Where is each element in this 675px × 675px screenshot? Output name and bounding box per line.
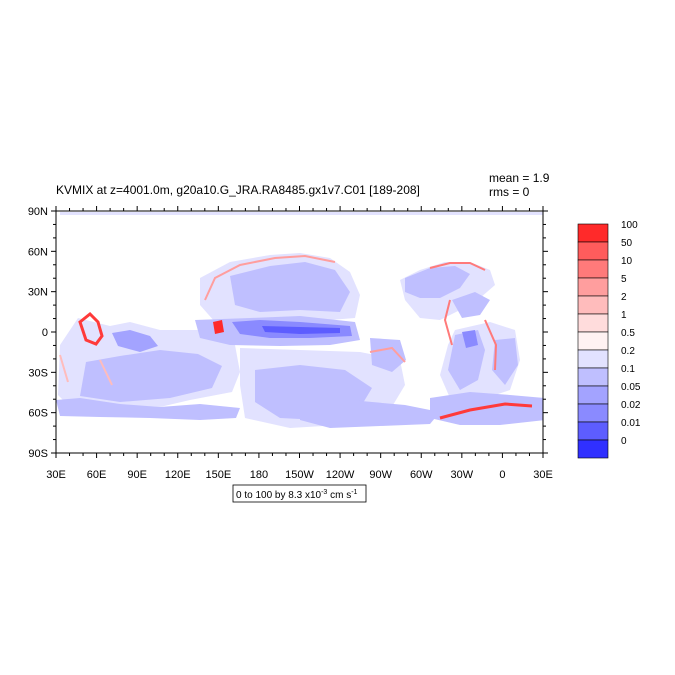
colorbar-swatch bbox=[577, 439, 609, 459]
colorbar-label: 0 bbox=[621, 436, 627, 447]
y-tick-label: 30N bbox=[28, 287, 48, 299]
y-tick-label: 0 bbox=[42, 327, 48, 339]
colorbar-swatch bbox=[577, 277, 609, 297]
field-indian-ocean-core bbox=[112, 330, 158, 352]
x-axis: 30E 60E 90E 120E 150E 180 150W 120W 90W 60W 30W 0 30… bbox=[46, 206, 553, 481]
y-tick-label: 60S bbox=[28, 408, 48, 420]
colorbar-label: 100 bbox=[621, 220, 638, 231]
field-southern-pacific-band bbox=[300, 400, 440, 428]
x-tick-label: 60E bbox=[87, 469, 107, 481]
field-north-atlantic-deep bbox=[405, 266, 470, 298]
field-red-atlantic-rim bbox=[429, 262, 498, 371]
colorbar-label: 5 bbox=[621, 274, 627, 285]
x-tick-label: 60W bbox=[410, 469, 433, 481]
field-indian-ocean-deep bbox=[80, 350, 222, 402]
colorbar-swatch bbox=[577, 295, 609, 315]
contour-info-box: 0 to 100 by 8.3 x10-3 cm s-1 bbox=[232, 484, 367, 503]
colorbar-label: 0.02 bbox=[621, 400, 641, 411]
colorbar-swatch bbox=[577, 367, 609, 387]
field-red-indian-rim bbox=[59, 354, 113, 386]
x-tick-label: 30E bbox=[46, 469, 66, 481]
field-red-south-pacific-rim bbox=[369, 346, 406, 363]
field-red-arabian-sea bbox=[78, 311, 104, 346]
map-field bbox=[56, 212, 543, 428]
colorbar-swatch bbox=[577, 349, 609, 369]
colorbar-swatch bbox=[577, 331, 609, 351]
field-north-pacific-deep bbox=[230, 262, 350, 312]
y-axis: 90N 60N 30N 0 30S 60S 90S bbox=[28, 206, 548, 460]
field-south-pacific-east bbox=[370, 338, 406, 372]
chart-title: KVMIX at z=4001.0m, g20a10.G_JRA.RA8485.… bbox=[56, 183, 420, 197]
colorbar-swatch bbox=[577, 403, 609, 423]
colorbar-label: 10 bbox=[621, 256, 633, 267]
field-north-atlantic-east bbox=[452, 292, 490, 318]
colorbar-swatch bbox=[577, 223, 609, 243]
field-red-west-pacific bbox=[213, 320, 224, 334]
field-red-southern-atlantic bbox=[439, 402, 533, 420]
field-south-atlantic-east bbox=[492, 338, 518, 385]
x-tick-label: 0 bbox=[499, 469, 505, 481]
contour-info-units-exponent: -1 bbox=[351, 489, 357, 496]
colorbar-swatch bbox=[577, 259, 609, 279]
x-tick-label: 90E bbox=[127, 469, 147, 481]
field-arctic-strip bbox=[60, 212, 543, 215]
x-tick-label: 150W bbox=[285, 469, 314, 481]
colorbar-label: 0.5 bbox=[621, 328, 635, 339]
colorbar-swatch bbox=[577, 385, 609, 405]
y-tick-label: 60N bbox=[28, 246, 48, 258]
field-red-north-pacific-rim bbox=[204, 254, 336, 301]
x-tick-label: 120W bbox=[326, 469, 355, 481]
colorbar-label: 0.2 bbox=[621, 346, 635, 357]
contour-info-exponent: -3 bbox=[321, 489, 327, 496]
rms-label: rms = 0 bbox=[489, 185, 530, 199]
x-tick-label: 120E bbox=[165, 469, 191, 481]
x-tick-label: 150E bbox=[205, 469, 231, 481]
field-equatorial-pacific-max bbox=[262, 326, 340, 334]
field-southern-indian bbox=[56, 398, 240, 420]
colorbar-label: 0.05 bbox=[621, 382, 641, 393]
x-tick-label: 180 bbox=[250, 469, 268, 481]
colorbar-label: 0.01 bbox=[621, 418, 641, 429]
contour-info-text: 0 to 100 by 8.3 x10 bbox=[236, 490, 322, 501]
svg-text:0 to 100 by 8.3 x10-3 cm s-1: 0 to 100 by 8.3 x10-3 cm s-1 bbox=[236, 489, 358, 501]
mean-label: mean = 1.9 bbox=[489, 171, 550, 185]
colorbar: 100 50 10 5 2 1 0.5 0.2 0.1 0.05 0.02 0.01 0 bbox=[577, 220, 641, 459]
colorbar-label: 50 bbox=[621, 238, 633, 249]
colorbar-swatch bbox=[577, 421, 609, 441]
y-tick-label: 30S bbox=[28, 367, 48, 379]
y-tick-label: 90N bbox=[28, 206, 48, 218]
colorbar-swatch bbox=[577, 313, 609, 333]
field-atlantic-core bbox=[462, 330, 478, 348]
x-tick-label: 30E bbox=[533, 469, 553, 481]
contour-info-units: cm s bbox=[327, 490, 351, 501]
colorbar-label: 1 bbox=[621, 310, 627, 321]
colorbar-label: 2 bbox=[621, 292, 627, 303]
x-tick-label: 90W bbox=[369, 469, 392, 481]
contour-info-frame bbox=[232, 484, 367, 503]
y-tick-label: 90S bbox=[28, 448, 48, 460]
x-tick-label: 30W bbox=[451, 469, 474, 481]
colorbar-swatch bbox=[577, 241, 609, 261]
colorbar-label: 0.1 bbox=[621, 364, 635, 375]
